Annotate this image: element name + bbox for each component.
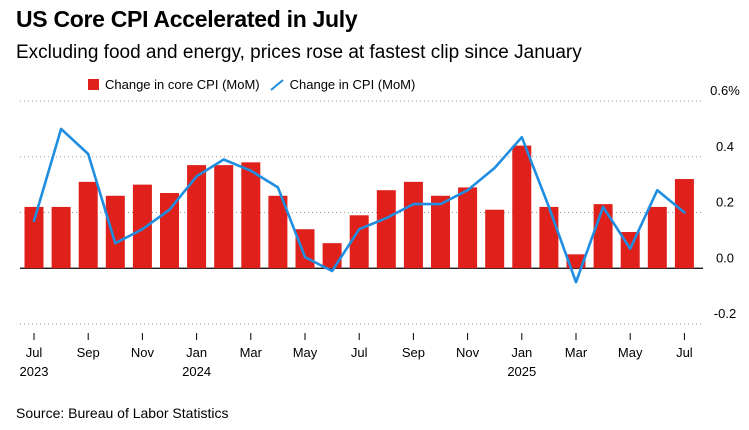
legend-bar-swatch: [88, 79, 99, 90]
x-tick-label-3: Jan: [186, 345, 207, 360]
chart-title: US Core CPI Accelerated in July: [16, 6, 358, 32]
bar-2024-06: [322, 243, 342, 269]
bar-2023-09: [78, 181, 98, 269]
x-year-label-9: 2025: [507, 364, 536, 379]
bar-2024-08: [376, 190, 396, 269]
x-tick-label-0: Jul: [26, 345, 43, 360]
x-tick-label-6: Jul: [351, 345, 368, 360]
bar-2024-01: [187, 165, 207, 269]
x-tick-label-5: May: [293, 345, 318, 360]
bar-2024-11: [458, 187, 478, 269]
y-tick-label-2: 0.2: [716, 195, 734, 210]
bar-2024-12: [485, 209, 505, 269]
x-year-label-0: 2023: [20, 364, 49, 379]
cpi-line: [32, 127, 686, 284]
x-tick-label-9: Jan: [511, 345, 532, 360]
y-tick-label-0: 0.6%: [710, 83, 740, 98]
bar-2024-02: [214, 165, 234, 269]
bar-2023-11: [132, 184, 152, 269]
legend-label-cpi: Change in CPI (MoM): [289, 77, 416, 92]
bar-2023-08: [51, 206, 71, 269]
bar-2025-07: [674, 179, 694, 269]
x-tick-label-7: Sep: [402, 345, 425, 360]
x-year-label-3: 2024: [182, 364, 211, 379]
bar-2023-10: [105, 195, 125, 269]
bar-2025-01: [512, 145, 532, 269]
y-tick-label-4: -0.2: [714, 306, 736, 321]
legend-line-swatch: [269, 78, 284, 91]
y-tick-label-3: 0.0: [716, 250, 734, 265]
legend: Change in core CPI (MoM) Change in CPI (…: [88, 77, 415, 92]
legend-label-core-cpi: Change in core CPI (MoM): [105, 77, 260, 92]
bar-2024-05: [295, 229, 315, 269]
x-tick-label-4: Mar: [240, 345, 263, 360]
y-tick-label-1: 0.4: [716, 139, 734, 154]
x-tick-label-11: May: [618, 345, 643, 360]
bar-2025-06: [647, 206, 667, 269]
bar-2024-04: [268, 195, 288, 269]
bar-2023-12: [160, 192, 179, 269]
bar-2024-09: [403, 181, 423, 269]
x-tick-label-10: Mar: [565, 345, 588, 360]
x-tick-label-12: Jul: [676, 345, 693, 360]
source-note: Source: Bureau of Labor Statistics: [16, 405, 229, 421]
bar-2024-03: [241, 162, 261, 269]
x-tick-label-2: Nov: [131, 345, 155, 360]
bar-2025-02: [539, 206, 559, 269]
bar-2025-03: [566, 254, 586, 269]
x-tick-label-1: Sep: [77, 345, 100, 360]
x-tick-label-8: Nov: [456, 345, 480, 360]
bar-2024-10: [431, 195, 450, 269]
bar-2025-04: [593, 204, 613, 269]
chart-subtitle: Excluding food and energy, prices rose a…: [16, 42, 582, 63]
bar-2023-07: [24, 206, 44, 269]
